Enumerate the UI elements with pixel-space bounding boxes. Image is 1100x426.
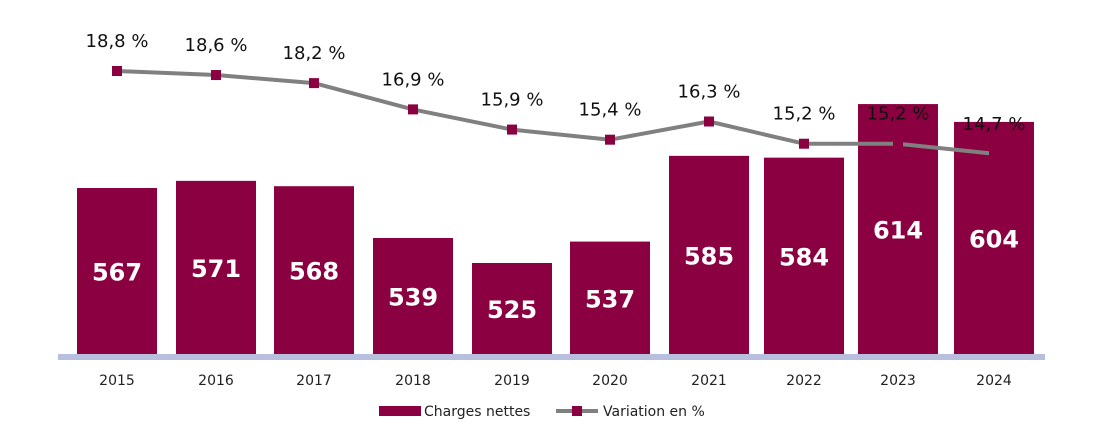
x-tick-2019: 2019: [494, 373, 530, 389]
bar-2020: [570, 241, 650, 355]
ticks-layer: 2015 2016 2017 2018 2019 2020 2021 2022 2023 2024: [99, 373, 1012, 389]
line-label-2018: 16,9 %: [382, 69, 445, 90]
line-marker-2019: [507, 124, 517, 135]
bar-label-2017: 568: [289, 258, 339, 286]
bar-2021: [669, 155, 749, 355]
bar-label-2021: 585: [684, 242, 734, 270]
bar-2022: [764, 157, 844, 355]
legend-bar-swatch: [379, 406, 421, 416]
bar-label-2018: 539: [388, 284, 438, 312]
line-marker-2015: [112, 66, 122, 76]
bar-label-2023: 614: [873, 217, 923, 245]
legend-line-label: Variation en %: [603, 404, 705, 420]
legend-line-marker: [572, 406, 582, 416]
bar-2016: [176, 180, 256, 355]
legend-bar-label: Charges nettes: [424, 404, 530, 420]
line-label-2019: 15,9 %: [481, 90, 544, 111]
x-tick-2021: 2021: [691, 373, 727, 389]
line-label-2017: 18,2 %: [283, 43, 346, 64]
line-layer: 18,8 % 18,6 % 18,2 % 16,9 % 15,9 % 15,4 % 16,3…: [86, 31, 1026, 159]
x-tick-2022: 2022: [786, 373, 822, 389]
line-marker-2023: [893, 138, 903, 149]
bar-2017: [274, 186, 354, 355]
legend: Charges nettes Variation en %: [379, 404, 705, 420]
bar-label-2015: 567: [92, 259, 142, 287]
x-tick-2015: 2015: [99, 373, 135, 389]
x-axis-line: [58, 354, 1045, 360]
bar-label-2016: 571: [191, 255, 241, 283]
bar-label-2020: 537: [585, 285, 635, 313]
line-label-2023: 15,2 %: [867, 104, 930, 125]
line-marker-2024: [989, 148, 999, 159]
line-label-2021: 16,3 %: [678, 82, 741, 103]
bar-label-2024: 604: [969, 225, 1019, 253]
bar-2018: [373, 238, 453, 355]
x-tick-2020: 2020: [592, 373, 628, 389]
line-label-2016: 18,6 %: [185, 35, 248, 56]
x-tick-2018: 2018: [395, 373, 431, 389]
line-marker-2022: [799, 138, 809, 149]
line-marker-2020: [605, 134, 615, 145]
x-tick-2016: 2016: [198, 373, 234, 389]
line-marker-2021: [704, 116, 714, 127]
line-marker-2016: [211, 70, 221, 81]
x-tick-2024: 2024: [976, 373, 1012, 389]
bar-2024: [954, 121, 1034, 355]
bar-label-2019: 525: [487, 296, 537, 324]
x-tick-2017: 2017: [296, 373, 332, 389]
line-label-2024: 14,7 %: [963, 114, 1026, 135]
line-label-2020: 15,4 %: [579, 100, 642, 121]
bar-label-2022: 584: [779, 243, 829, 271]
variation-line: [116, 69, 995, 156]
bars-layer: 567 571 568 539 525 537 585 584 614 604: [77, 104, 1034, 355]
line-marker-2017: [309, 78, 319, 89]
bar-2015: [77, 188, 157, 355]
line-label-2015: 18,8 %: [86, 31, 149, 52]
line-marker-2018: [408, 104, 418, 115]
line-label-2022: 15,2 %: [773, 104, 836, 125]
x-tick-2023: 2023: [880, 373, 916, 389]
bar-2019: [472, 263, 552, 355]
